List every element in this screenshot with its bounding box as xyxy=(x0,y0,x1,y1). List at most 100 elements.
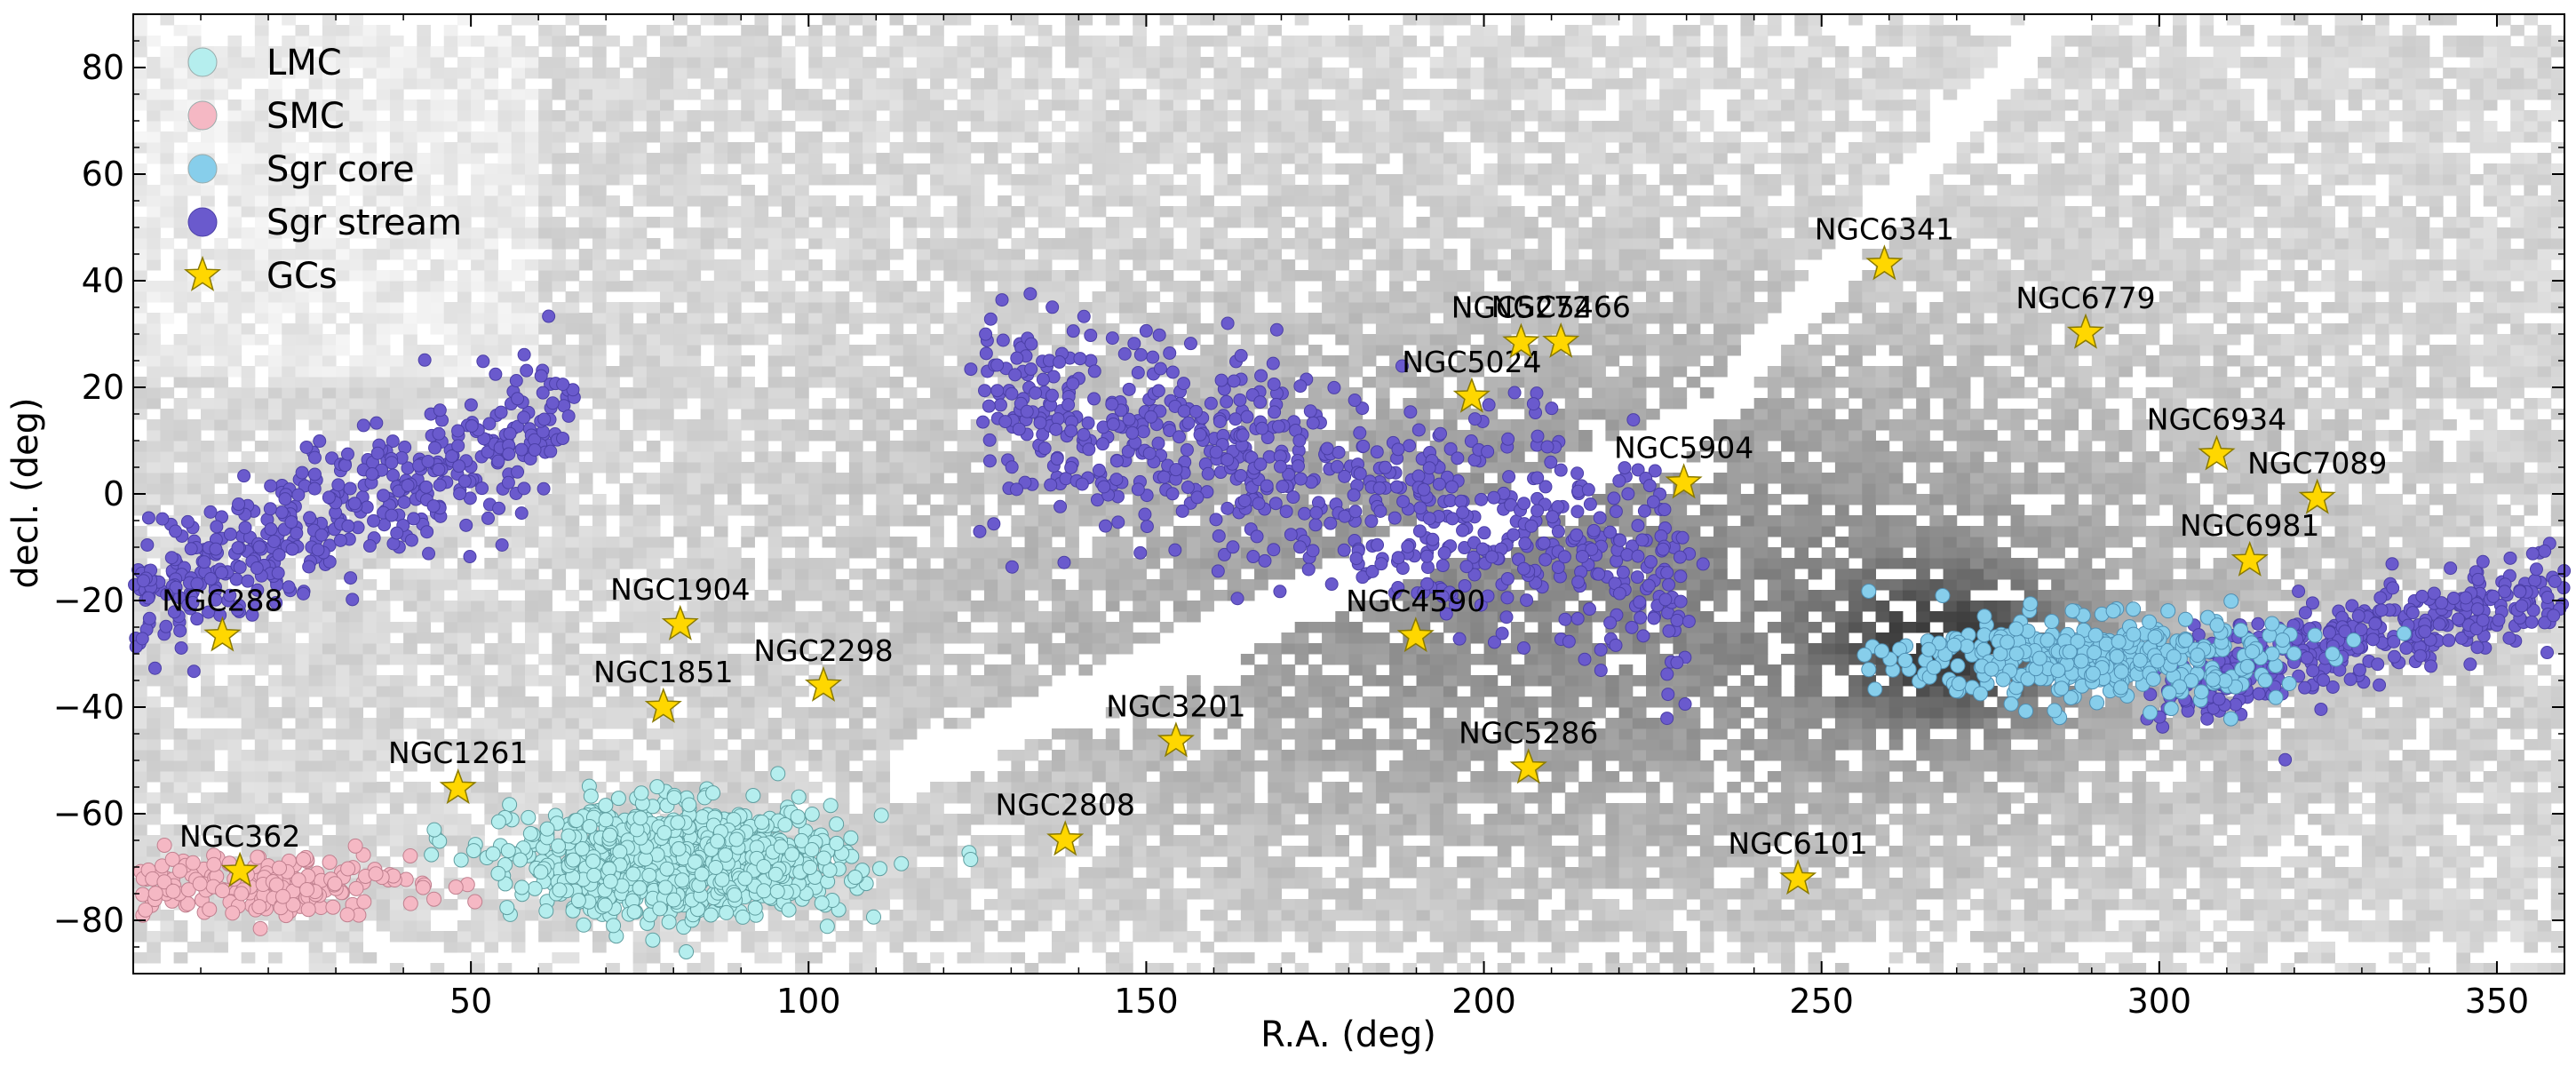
density-cell xyxy=(754,675,769,687)
density-cell xyxy=(443,547,458,559)
density-cell xyxy=(957,345,972,356)
density-cell xyxy=(227,483,242,495)
density-cell xyxy=(943,270,958,282)
density-cell xyxy=(943,89,958,100)
density-cell xyxy=(308,963,323,975)
density-cell xyxy=(767,185,783,196)
density-cell xyxy=(552,78,567,90)
density-cell xyxy=(1011,654,1026,665)
density-cell xyxy=(1024,163,1039,175)
density-cell xyxy=(227,419,242,431)
density-cell xyxy=(471,163,485,175)
density-cell xyxy=(214,419,228,431)
density-cell xyxy=(214,323,228,335)
density-cell xyxy=(147,483,161,495)
density-cell xyxy=(1051,643,1066,655)
density-cell xyxy=(376,835,391,847)
density-cell xyxy=(606,121,620,132)
density-cell xyxy=(619,174,634,186)
density-cell xyxy=(565,238,580,250)
density-cell xyxy=(863,174,877,186)
density-cell xyxy=(524,792,539,804)
density-cell xyxy=(713,110,728,122)
density-cell xyxy=(133,846,147,857)
density-cell xyxy=(1038,579,1053,591)
density-cell xyxy=(295,760,310,772)
density-cell xyxy=(741,99,755,111)
density-cell xyxy=(349,78,363,90)
density-cell xyxy=(322,952,337,964)
density-cell xyxy=(902,718,918,729)
density-cell xyxy=(524,601,539,612)
density-cell xyxy=(916,611,931,623)
density-cell xyxy=(443,174,458,186)
density-cell xyxy=(781,345,796,356)
density-cell xyxy=(957,281,972,292)
density-cell xyxy=(214,824,228,836)
density-cell xyxy=(147,89,161,100)
density-cell xyxy=(227,142,242,154)
density-cell xyxy=(822,760,837,772)
density-cell xyxy=(227,686,242,697)
density-cell xyxy=(538,547,553,559)
density-cell xyxy=(471,622,485,633)
density-cell xyxy=(700,473,715,484)
density-cell xyxy=(1038,25,1053,36)
density-cell xyxy=(673,313,688,324)
density-cell xyxy=(349,782,363,793)
density-cell xyxy=(970,867,985,879)
density-cell xyxy=(835,771,850,783)
density-cell xyxy=(1011,259,1026,271)
density-cell xyxy=(741,313,755,324)
density-cell xyxy=(673,249,688,260)
density-cell xyxy=(1078,462,1093,473)
density-cell xyxy=(754,206,769,218)
density-cell xyxy=(660,131,674,143)
density-cell xyxy=(781,281,796,292)
density-cell xyxy=(592,291,607,303)
density-cell xyxy=(930,25,944,36)
density-cell xyxy=(943,835,958,847)
density-cell xyxy=(902,89,918,100)
density-cell xyxy=(835,696,850,708)
density-cell xyxy=(376,558,391,569)
density-cell xyxy=(268,377,282,388)
density-cell xyxy=(713,473,728,484)
density-cell xyxy=(201,792,215,804)
density-cell xyxy=(848,195,863,207)
density-cell xyxy=(295,25,310,36)
density-cell xyxy=(632,558,648,569)
density-cell xyxy=(524,622,539,633)
density-cell xyxy=(687,174,702,186)
density-cell xyxy=(147,323,161,335)
density-cell xyxy=(578,473,593,484)
density-cell xyxy=(524,68,539,79)
density-cell xyxy=(578,195,593,207)
density-cell xyxy=(160,473,175,484)
density-cell xyxy=(295,707,310,719)
density-cell xyxy=(349,131,363,143)
density-cell xyxy=(930,99,944,111)
density-cell xyxy=(552,675,567,687)
density-cell xyxy=(308,174,323,186)
density-cell xyxy=(700,281,715,292)
density-cell xyxy=(848,121,863,132)
density-cell xyxy=(889,707,904,719)
density-cell xyxy=(687,36,702,47)
density-cell xyxy=(970,675,985,687)
density-cell xyxy=(241,366,256,378)
density-cell xyxy=(998,856,1012,868)
density-cell xyxy=(282,675,296,687)
density-cell xyxy=(943,558,958,569)
density-cell xyxy=(1024,462,1039,473)
density-cell xyxy=(187,419,202,431)
density-cell xyxy=(700,430,715,442)
density-cell xyxy=(578,569,593,580)
density-cell xyxy=(511,36,526,47)
density-cell xyxy=(876,398,891,410)
density-cell xyxy=(349,110,363,122)
density-cell xyxy=(619,718,634,729)
density-cell xyxy=(497,611,513,623)
density-cell xyxy=(916,473,931,484)
density-cell xyxy=(781,750,796,761)
